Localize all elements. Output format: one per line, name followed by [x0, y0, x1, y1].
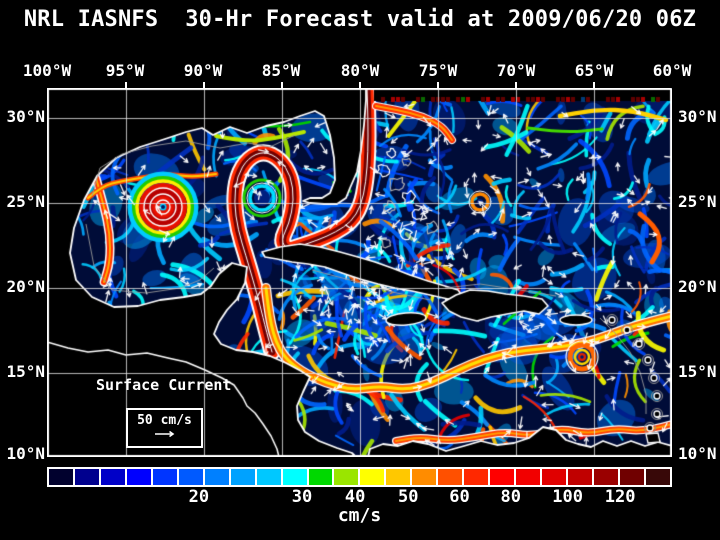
colorbar-segment — [594, 469, 620, 485]
colorbar-segment — [645, 469, 670, 485]
colorbar-tick: 50 — [398, 487, 419, 507]
colorbar-segment — [100, 469, 127, 485]
colorbar-segment — [464, 469, 491, 485]
lon-label: 80°W — [340, 61, 380, 80]
lon-label: 85°W — [261, 61, 301, 80]
lon-label: 60°W — [652, 61, 692, 80]
colorbar-segment — [360, 469, 387, 485]
legend-title: Surface Current — [96, 376, 232, 394]
lon-label: 90°W — [183, 61, 223, 80]
colorbar-segment — [542, 469, 569, 485]
colorbar-ticks: 20 30 40 50 60 80 100 120 — [47, 487, 672, 507]
lon-label: 100°W — [22, 61, 72, 80]
lon-tick — [203, 82, 205, 88]
colorbar-segment — [386, 469, 413, 485]
figure-title: NRL IASNFS 30-Hr Forecast valid at 2009/… — [23, 7, 697, 32]
lon-label: 70°W — [496, 61, 536, 80]
colorbar-tick: 20 — [188, 487, 210, 507]
vector-scale-box: 50 cm/s — [126, 408, 203, 448]
colorbar-segment — [516, 469, 543, 485]
colorbar-segment — [256, 469, 283, 485]
lat-label-left: 20°N — [6, 277, 45, 296]
colorbar-segment — [204, 469, 231, 485]
lat-label-right: 10°N — [678, 444, 717, 463]
colorbar-tick: 120 — [604, 487, 636, 507]
surface-current-map — [47, 88, 672, 457]
colorbar-tick: 100 — [552, 487, 583, 507]
lat-label-right: 30°N — [678, 107, 717, 126]
colorbar-segment — [334, 469, 361, 485]
colorbar-segment — [490, 469, 517, 485]
lon-tick — [593, 82, 595, 88]
lat-label-left: 10°N — [6, 444, 45, 463]
colorbar-units: cm/s — [337, 505, 382, 526]
colorbar-segment — [152, 469, 179, 485]
lon-tick — [437, 82, 439, 88]
colorbar-tick: 80 — [500, 487, 521, 507]
lon-tick — [359, 82, 361, 88]
colorbar-segment — [619, 469, 646, 485]
lon-label: 65°W — [574, 61, 614, 80]
colorbar-segment — [126, 469, 153, 485]
lon-label: 75°W — [418, 61, 458, 80]
vector-scale-arrow-icon — [154, 430, 174, 438]
colorbar-tick: 30 — [291, 487, 313, 507]
colorbar-tick: 40 — [344, 487, 366, 507]
colorbar-segment — [412, 469, 439, 485]
colorbar-segment — [178, 469, 205, 485]
colorbar — [47, 467, 672, 487]
vector-scale-value: 50 cm/s — [137, 413, 192, 428]
colorbar-segment — [308, 469, 335, 485]
lon-tick — [515, 82, 517, 88]
lat-label-left: 25°N — [6, 192, 45, 211]
lat-label-right: 15°N — [678, 362, 717, 381]
colorbar-segment — [568, 469, 595, 485]
colorbar-segment — [438, 469, 465, 485]
colorbar-segment — [282, 469, 309, 485]
lat-label-right: 25°N — [678, 192, 717, 211]
lat-label-left: 30°N — [6, 107, 45, 126]
lon-tick — [281, 82, 283, 88]
lat-label-right: 20°N — [678, 277, 717, 296]
lat-label-left: 15°N — [6, 362, 45, 381]
colorbar-segment — [49, 469, 75, 485]
lon-tick — [125, 82, 127, 88]
colorbar-tick: 60 — [449, 487, 470, 507]
colorbar-segment — [230, 469, 257, 485]
colorbar-segment — [74, 469, 101, 485]
lon-label: 95°W — [105, 61, 145, 80]
